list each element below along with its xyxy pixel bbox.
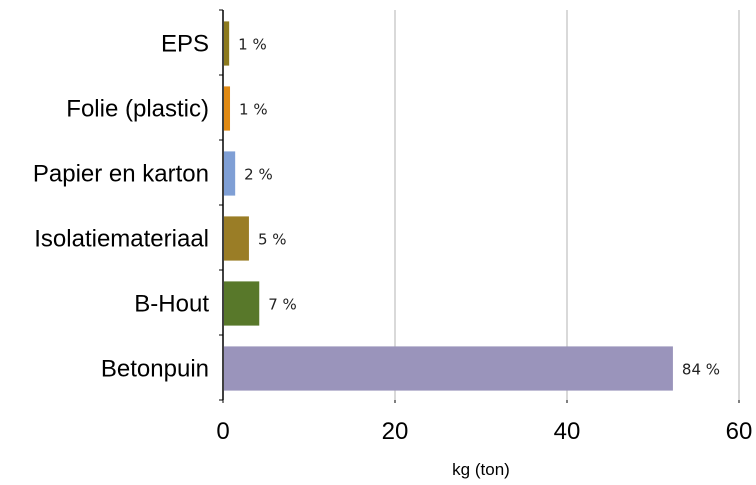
x-tick-label: 60 bbox=[726, 418, 753, 445]
data-labels: 1 % 1 % 2 % 5 % 7 % 84 % bbox=[238, 36, 720, 379]
data-label: 7 % bbox=[268, 296, 297, 314]
x-tick-label: 20 bbox=[382, 418, 409, 445]
category-label: Betonpuin bbox=[101, 356, 209, 383]
data-label: 5 % bbox=[258, 231, 287, 249]
x-tick-label: 0 bbox=[216, 418, 229, 445]
x-tick-label: 40 bbox=[554, 418, 581, 445]
category-label: Isolatiemateriaal bbox=[34, 226, 209, 253]
x-tick-labels: 0 20 40 60 bbox=[216, 418, 752, 445]
data-label: 1 % bbox=[239, 101, 268, 119]
category-labels: EPS Folie (plastic) Papier en karton Isolat… bbox=[33, 31, 209, 383]
category-label: EPS bbox=[161, 31, 209, 58]
bars bbox=[224, 21, 673, 391]
bar bbox=[224, 21, 230, 66]
category-label: Papier en karton bbox=[33, 161, 209, 188]
bar bbox=[224, 86, 231, 131]
bar bbox=[224, 281, 260, 326]
bar bbox=[224, 346, 673, 391]
axes bbox=[219, 9, 224, 401]
category-label: B-Hout bbox=[134, 291, 209, 318]
x-axis-title: kg (ton) bbox=[452, 460, 510, 479]
gridlines bbox=[222, 10, 740, 403]
data-label: 2 % bbox=[244, 166, 273, 184]
bar bbox=[224, 216, 249, 261]
data-label: 84 % bbox=[682, 361, 720, 379]
data-label: 1 % bbox=[238, 36, 267, 54]
bar bbox=[224, 151, 236, 196]
category-label: Folie (plastic) bbox=[66, 96, 209, 123]
